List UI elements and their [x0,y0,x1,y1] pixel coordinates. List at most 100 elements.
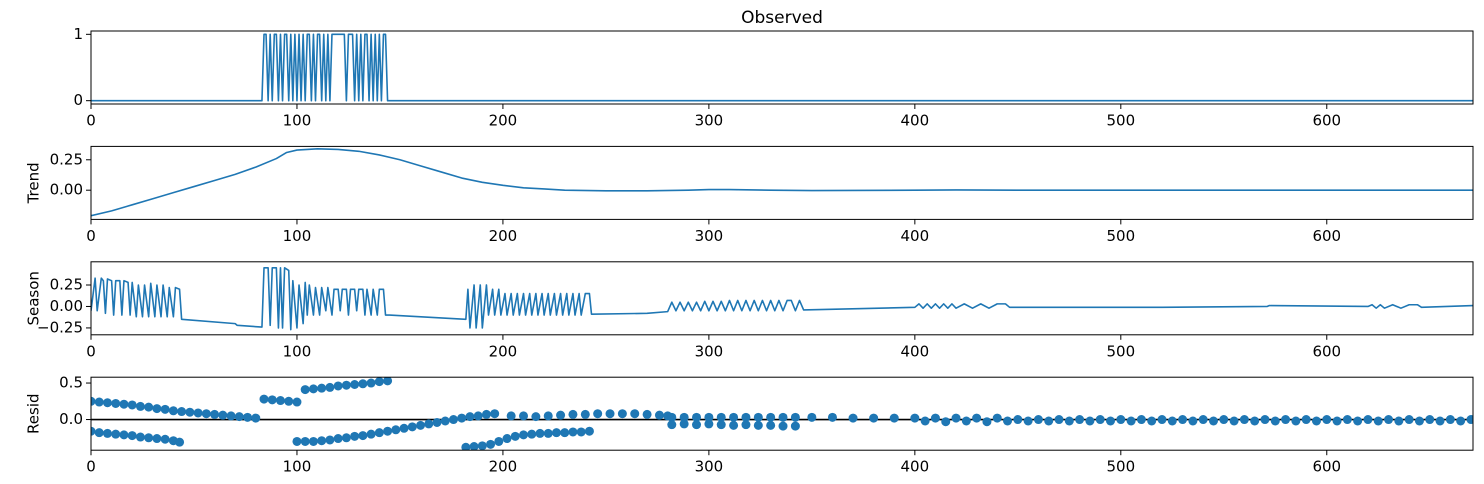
resid-point [341,380,351,390]
resid-point [152,404,162,414]
resid-point [275,396,285,406]
resid-point [910,413,920,423]
resid-point [1466,415,1473,425]
resid-point [1219,415,1229,425]
series-line [91,267,1473,331]
y-tick-label: 1 [73,25,83,43]
axes-frame [90,376,1474,451]
resid-point [605,409,615,419]
resid-point [481,409,491,419]
resid-point [1044,416,1054,426]
x-tick-label: 0 [86,342,96,360]
resid-point [1003,416,1013,426]
resid-point [317,436,327,446]
resid-point [790,421,800,431]
resid-point [1095,415,1105,425]
resid-point [1363,415,1373,425]
resid-point [1332,416,1342,426]
x-tick-label: 200 [489,227,518,245]
resid-point [790,412,800,422]
resid-point [527,429,537,439]
resid-point [292,436,302,446]
resid-point [267,395,277,405]
resid-point [543,428,553,438]
resid-point [580,409,590,419]
x-tick-label: 100 [283,112,312,130]
resid-point [102,428,112,438]
resid-point [135,401,145,411]
resid-point [144,433,154,443]
resid-point [1322,415,1332,425]
y-tick-label: 0.00 [50,181,83,199]
y-axis-label: Trend [25,162,43,204]
resid-point [889,413,899,423]
resid-point [1404,415,1414,425]
resid-point [210,409,220,419]
y-axis-label: Season [25,271,43,325]
resid-point [440,416,450,426]
resid-point [679,412,689,422]
resid-point [218,410,228,420]
resid-point [1435,416,1445,426]
series-line [91,148,1473,217]
resid-point [102,398,112,408]
x-tick-label: 300 [695,342,724,360]
resid-point [490,409,500,419]
resid-point [741,420,751,430]
resid-point [175,437,185,447]
resid-point [1260,415,1270,425]
resid-point [560,428,570,438]
resid-point [961,416,971,426]
resid-point [551,428,561,438]
resid-point [1106,416,1116,426]
resid-point [416,420,426,430]
x-tick-label: 200 [489,342,518,360]
resid-point [358,431,368,441]
resid-point [972,413,982,423]
resid-point [1023,416,1033,426]
x-tick-label: 0 [86,112,96,130]
resid-point [729,420,739,430]
resid-point [1239,415,1249,425]
resid-point [300,436,310,446]
resid-point [848,413,858,423]
resid-point [325,382,335,392]
resid-point [951,413,961,423]
resid-point [284,396,294,406]
resid-point [1126,416,1136,426]
x-tick-label: 200 [489,112,518,130]
resid-point [383,426,393,436]
resid-point [465,412,475,422]
resid-point [1198,415,1208,425]
resid-point [556,410,566,420]
resid-point [193,408,203,418]
y-axis-label: Resid [25,393,43,433]
resid-point [535,428,545,438]
resid-point [869,413,879,423]
resid-point [135,432,145,442]
x-tick-label: 500 [1106,342,1135,360]
resid-point [119,399,129,409]
plot-area [91,148,1473,217]
resid-point [1456,416,1466,426]
x-tick-label: 500 [1106,227,1135,245]
resid-point [1064,416,1074,426]
resid-point [1054,415,1064,425]
x-tick-label: 600 [1312,342,1341,360]
resid-point [502,434,512,444]
resid-point [358,379,368,389]
resid-point [325,435,335,445]
resid-point [729,412,739,422]
x-tick-label: 400 [901,227,930,245]
resid-point [111,398,121,408]
x-tick-label: 100 [283,458,312,476]
resid-point [1208,416,1218,426]
resid-point [510,431,520,441]
resid-point [1085,416,1095,426]
resid-point [341,433,351,443]
axes-frame [90,30,1474,105]
x-tick-label: 300 [695,227,724,245]
x-tick-label: 500 [1106,458,1135,476]
resid-point [568,427,578,437]
